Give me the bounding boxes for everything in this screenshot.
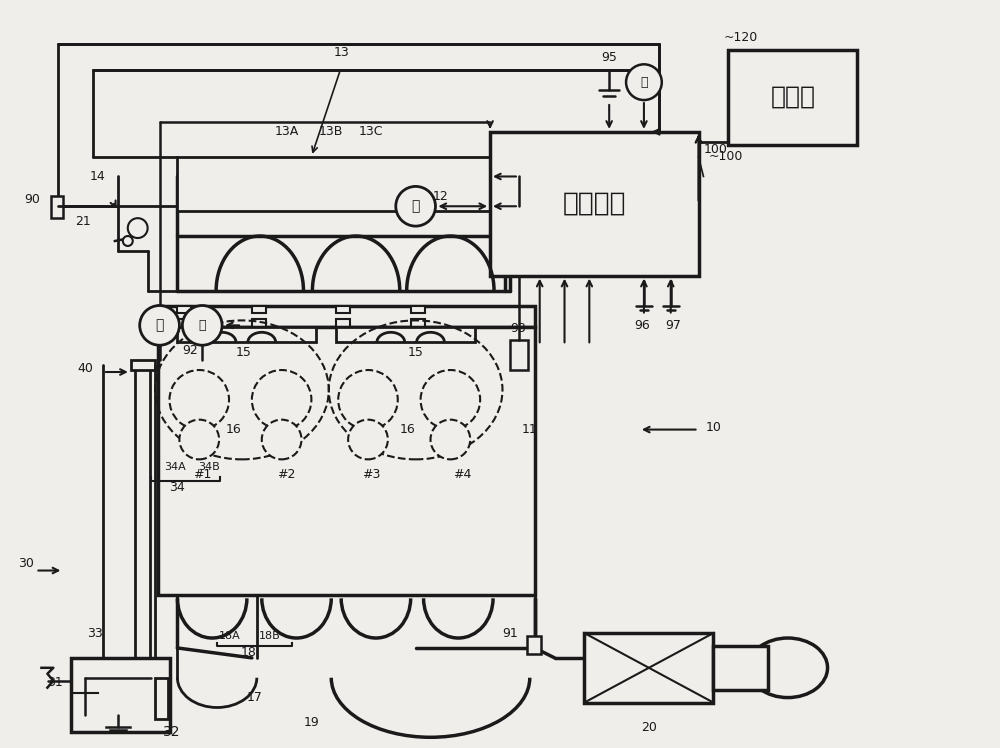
Bar <box>177 156 505 211</box>
Bar <box>336 305 350 313</box>
Bar <box>584 633 713 702</box>
Text: 18: 18 <box>241 646 257 660</box>
Text: 14: 14 <box>90 170 106 183</box>
Bar <box>252 319 266 328</box>
Bar <box>336 328 475 343</box>
Text: 91: 91 <box>502 627 518 640</box>
Text: 10: 10 <box>705 421 721 434</box>
Text: 34B: 34B <box>198 462 220 472</box>
Bar <box>713 646 768 690</box>
Circle shape <box>338 370 398 429</box>
Text: 92: 92 <box>182 343 198 357</box>
Circle shape <box>182 305 222 346</box>
Circle shape <box>140 305 179 346</box>
Text: 13: 13 <box>333 46 349 59</box>
Text: ~100: ~100 <box>708 150 743 163</box>
Text: 11: 11 <box>522 423 538 436</box>
Text: 15: 15 <box>408 346 424 358</box>
Circle shape <box>179 420 219 459</box>
Bar <box>158 305 535 328</box>
Ellipse shape <box>748 638 828 698</box>
Text: 18A: 18A <box>219 631 241 641</box>
Text: 90: 90 <box>25 193 40 206</box>
Text: 控制装置: 控制装置 <box>563 190 626 216</box>
Text: #1: #1 <box>193 468 211 481</box>
Text: 34A: 34A <box>165 462 186 472</box>
Text: 19: 19 <box>304 716 319 729</box>
Bar <box>131 360 155 370</box>
Text: 13C: 13C <box>359 126 383 138</box>
Text: 100: 100 <box>703 143 727 156</box>
Text: #2: #2 <box>277 468 296 481</box>
Circle shape <box>396 186 435 226</box>
Text: 13B: 13B <box>319 126 343 138</box>
Bar <box>490 132 699 276</box>
Bar <box>155 678 168 720</box>
Text: 12: 12 <box>433 190 448 203</box>
Text: #3: #3 <box>362 468 380 481</box>
Text: 93: 93 <box>510 322 526 335</box>
Text: 31: 31 <box>47 676 63 689</box>
Bar <box>411 305 425 313</box>
Bar <box>728 50 857 144</box>
Text: 口: 口 <box>640 76 648 89</box>
Text: 蓄电池: 蓄电池 <box>770 85 815 109</box>
Text: 30: 30 <box>18 557 33 570</box>
Text: 33: 33 <box>87 627 103 640</box>
Circle shape <box>123 236 133 246</box>
Text: 20: 20 <box>641 721 657 734</box>
Bar <box>510 340 528 370</box>
Text: 15: 15 <box>236 346 252 358</box>
Bar <box>527 636 541 654</box>
Circle shape <box>421 370 480 429</box>
Circle shape <box>431 420 470 459</box>
Text: 34: 34 <box>170 481 185 494</box>
Circle shape <box>348 420 388 459</box>
Bar <box>71 658 170 732</box>
Bar <box>158 328 535 595</box>
Circle shape <box>169 370 229 429</box>
Bar <box>51 196 63 218</box>
Bar <box>252 305 266 313</box>
Circle shape <box>262 420 301 459</box>
Text: #4: #4 <box>453 468 471 481</box>
Text: 32: 32 <box>163 726 180 739</box>
Text: ~120: ~120 <box>723 31 758 44</box>
Text: イ: イ <box>411 199 420 213</box>
Circle shape <box>252 370 311 429</box>
Text: 40: 40 <box>77 361 93 375</box>
Text: 16: 16 <box>400 423 416 436</box>
Bar <box>336 319 350 328</box>
Bar <box>411 319 425 328</box>
Bar <box>177 328 316 343</box>
Bar <box>177 319 191 328</box>
Text: 17: 17 <box>247 691 263 704</box>
Circle shape <box>128 218 148 238</box>
Text: 16: 16 <box>226 423 242 436</box>
Text: イ: イ <box>155 319 164 332</box>
Circle shape <box>626 64 662 100</box>
Text: 18B: 18B <box>259 631 281 641</box>
Text: 口: 口 <box>198 319 206 332</box>
Text: 21: 21 <box>75 215 91 227</box>
Bar <box>177 305 191 313</box>
Text: 97: 97 <box>665 319 681 332</box>
Text: 95: 95 <box>601 51 617 64</box>
Text: 96: 96 <box>634 319 650 332</box>
Text: 13A: 13A <box>274 126 299 138</box>
